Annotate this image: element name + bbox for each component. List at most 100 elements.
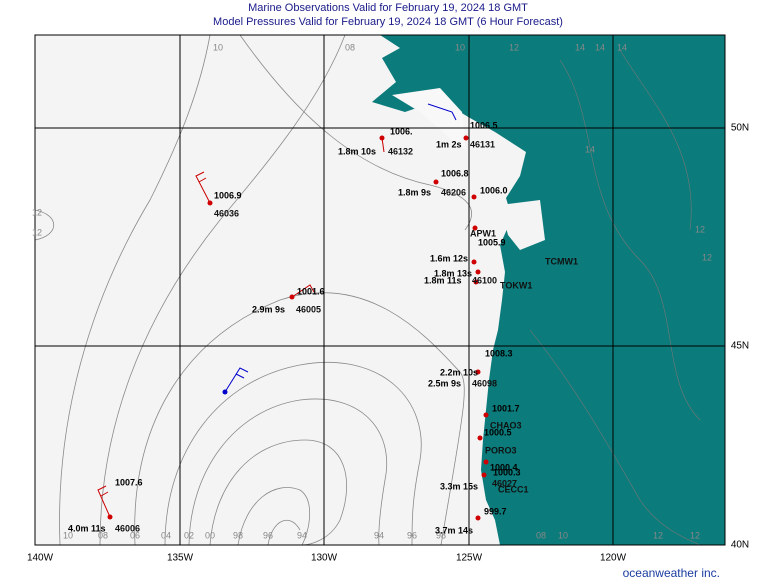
wind-barb	[224, 367, 249, 393]
strait	[500, 200, 545, 250]
station-pressure: 999.7	[484, 506, 507, 516]
isobar	[99, 34, 346, 546]
station-pressure: 1000.3	[493, 467, 521, 477]
isobar	[188, 398, 387, 546]
station-id: CECC1	[498, 484, 529, 494]
station-dot	[463, 135, 469, 141]
isobar	[209, 439, 347, 546]
station-wave: 1.8m 10s	[338, 146, 376, 156]
isobar-label: 10	[63, 530, 73, 540]
longitude-label: 140W	[27, 553, 54, 564]
longitude-label: 125W	[456, 553, 483, 564]
station-wave: 2.9m 9s	[252, 304, 285, 314]
station-wave: 1.8m 13s	[434, 268, 472, 278]
longitude-label: 135W	[167, 553, 194, 564]
latitude-label: 45N	[731, 341, 749, 352]
station-wave: 3.3m 15s	[440, 481, 478, 491]
station-dot	[475, 515, 481, 521]
isobar-label: 94	[374, 530, 384, 540]
wind-barbs	[97, 137, 385, 518]
station-dot	[207, 200, 213, 206]
isobar-label: 08	[536, 530, 546, 540]
latitude-label: 40N	[731, 540, 749, 551]
isobar-label: 94	[297, 530, 307, 540]
station-wave: 1m 2s	[436, 139, 462, 149]
station-wave: 2.2m 10s	[440, 367, 478, 377]
isobar	[164, 361, 422, 546]
isobar-label: 14	[617, 42, 627, 52]
station-wave: 1.8m 11s	[424, 275, 462, 285]
station-pressure: 1007.6	[115, 477, 143, 487]
station-dot	[472, 225, 478, 231]
station-pressure: 1008.3	[485, 348, 513, 358]
wind-barb	[195, 171, 211, 204]
station-id: 46100	[472, 275, 497, 285]
station-id: 46027	[492, 478, 517, 488]
credit: oceanweather inc.	[623, 566, 720, 580]
station-wave: 1.8m 9s	[398, 187, 431, 197]
isobar-label: 10	[213, 42, 223, 52]
isobar-label: 00	[205, 530, 215, 540]
station-dot	[475, 269, 481, 275]
isobar-label: 10	[455, 42, 465, 52]
station-id: CHAO3	[490, 420, 522, 430]
station-pressure: 1006.0	[480, 185, 508, 195]
wind-barb	[291, 284, 315, 298]
station-dot	[471, 194, 477, 200]
latitude-label: 50N	[731, 123, 749, 134]
station-dot	[433, 179, 439, 185]
station-id: 46206	[441, 187, 466, 197]
isobar-label: 12	[690, 530, 700, 540]
station-dot	[379, 135, 385, 141]
subtitle: Model Pressures Valid for February 19, 2…	[213, 16, 563, 28]
isobar	[59, 34, 211, 546]
station-dot	[473, 279, 479, 285]
station-wave: 1.6m 12s	[430, 253, 468, 263]
station-wave: 2.5m 9s	[428, 378, 461, 388]
isobar-label: 14	[585, 144, 595, 154]
isobar	[267, 519, 301, 546]
station-pressure: 1006.8	[441, 168, 469, 178]
station-pressure: 1000.4	[490, 462, 518, 472]
station-id: 46132	[388, 146, 413, 156]
isobar-label: 12	[702, 252, 712, 262]
station-pressure: 1000.5	[484, 427, 512, 437]
isobar-label: 14	[595, 42, 605, 52]
station-pressure: 1001.7	[492, 403, 520, 413]
station-id: TCMW1	[545, 256, 578, 266]
isobar-label: 12	[32, 207, 42, 217]
isobars	[34, 34, 473, 546]
station-id: TOKW1	[500, 280, 532, 290]
station-pressure: 1006.9	[214, 190, 242, 200]
station-dot	[471, 259, 477, 265]
land-contour	[559, 59, 701, 421]
title: Marine Observations Valid for February 1…	[248, 2, 528, 14]
station-dot	[483, 412, 489, 418]
station-pressure: 1001.6	[297, 286, 325, 296]
isobar-label: 08	[98, 530, 108, 540]
isobar	[237, 487, 311, 546]
station-dot	[477, 435, 483, 441]
station-dot	[475, 369, 481, 375]
station-pressure: 1006.5	[470, 120, 498, 130]
wind-barbs-blue	[224, 103, 457, 393]
isobar-label: 08	[345, 42, 355, 52]
station-id: 46131	[470, 139, 495, 149]
isobar-label: 96	[263, 530, 273, 540]
land-contours	[529, 49, 701, 546]
station-id: 46006	[115, 523, 140, 533]
isobar-label: 98	[233, 530, 243, 540]
map-frame	[34, 34, 726, 546]
wind-barb	[427, 103, 457, 121]
isobar-label: 14	[575, 42, 585, 52]
isobar-label: 96	[407, 530, 417, 540]
land-contour	[619, 49, 692, 231]
longitude-label: 130W	[311, 553, 338, 564]
isobar-label: 12	[32, 227, 42, 237]
station-wave: 4.0m 11s	[68, 523, 106, 533]
station-pressure: 1005.9	[478, 237, 506, 247]
isobar-label: 12	[653, 530, 663, 540]
isobar	[134, 292, 465, 546]
isobar-label: 12	[695, 224, 705, 234]
